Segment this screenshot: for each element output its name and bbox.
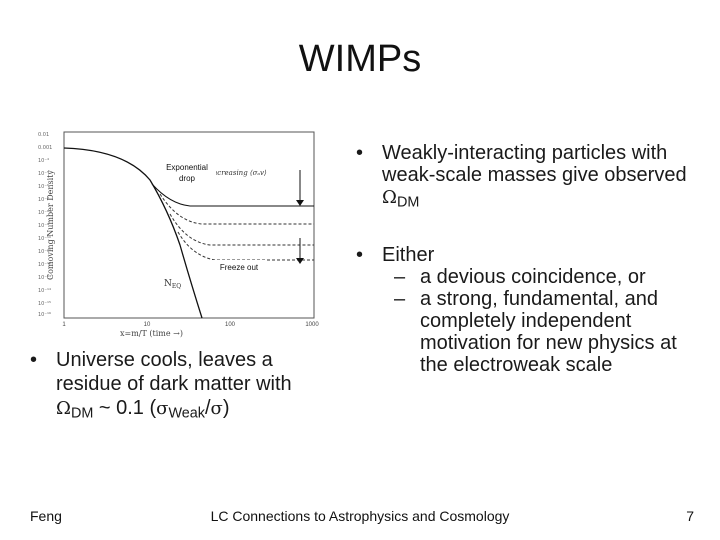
footer-author: Feng (30, 508, 62, 524)
exp-drop-label-1: Exponential (166, 163, 208, 172)
svg-text:10⁻⁸: 10⁻⁸ (38, 210, 49, 216)
exp-drop-bg (158, 160, 216, 186)
bullet-text: Weakly-interacting particles with weak-s… (382, 142, 706, 214)
right-bullets: • Weakly-interacting particles with weak… (356, 142, 706, 376)
x-tick-100: 100 (225, 322, 236, 328)
equilibrium-curve (63, 147, 203, 319)
svg-text:10⁻⁵: 10⁻⁵ (38, 171, 49, 177)
dm-subscript: DM (70, 405, 94, 422)
svg-text:10⁻⁶: 10⁻⁶ (38, 184, 49, 190)
x-tick-1000: 1000 (305, 322, 319, 328)
svg-text:10⁻¹⁰: 10⁻¹⁰ (38, 236, 51, 242)
svg-text:10⁻¹³: 10⁻¹³ (38, 275, 51, 281)
left-bullet: • Universe cools, leaves a residue of da… (30, 348, 330, 426)
svg-text:10⁻⁴: 10⁻⁴ (38, 158, 49, 164)
sub-bullet-text: a strong, fundamental, and completely in… (420, 287, 677, 376)
sub-bullet-text: a devious coincidence, or (420, 265, 646, 288)
plot-frame (63, 131, 315, 319)
omega-symbol: Ω (382, 187, 397, 208)
sub-bullet-coincidence: – a devious coincidence, or (394, 266, 706, 288)
freeze-out-curve-4 (177, 231, 314, 261)
dm-subscript: DM (396, 194, 420, 211)
freeze-out-curve-3 (169, 213, 314, 246)
svg-text:10⁻⁹: 10⁻⁹ (38, 223, 49, 229)
freeze-out-figure: 0.01 0.001 10⁻⁴ 10⁻⁵ 10⁻⁶ 10⁻⁷ 10⁻⁸ 10⁻⁹ 10⁻¹⁰… (30, 120, 330, 342)
freeze-out-arrowhead (296, 258, 304, 264)
sub-bullet-dash: – (394, 287, 406, 310)
bullet-dot: • (30, 349, 38, 371)
sigma-symbol: σ (210, 398, 223, 419)
y-axis-label: Comoving Number Density (46, 170, 55, 280)
slide-title: WIMPs (298, 38, 422, 80)
svg-text:10⁻¹¹: 10⁻¹¹ (38, 249, 51, 255)
freeze-out-label: Freeze out (220, 263, 259, 272)
bullet-text-main: Universe cools, leaves a residue of dark… (56, 349, 292, 395)
svg-text:10⁻¹⁴: 10⁻¹⁴ (38, 288, 51, 294)
freeze-out-curve-1 (151, 183, 314, 207)
increasing-label: Increasing ⟨σₐv⟩ (209, 169, 267, 177)
svg-text:0.01: 0.01 (38, 132, 49, 138)
svg-text:10⁻¹⁵: 10⁻¹⁵ (38, 301, 51, 307)
bullet-weakly-interacting: • Weakly-interacting particles with weak… (356, 142, 706, 214)
n-eq-label: NEQ (164, 279, 181, 290)
freeze-out-bg (212, 260, 266, 274)
bullet-dot: • (356, 142, 364, 164)
bullet-dot: • (356, 243, 364, 266)
sub-bullet-motivation: – a strong, fundamental, and completely … (394, 288, 706, 376)
sub-bullet-dash: – (394, 265, 406, 288)
svg-text:10⁻⁷: 10⁻⁷ (38, 197, 49, 203)
exp-drop-label-2: drop (179, 174, 196, 183)
slash-text: / (204, 397, 211, 419)
footer-page-number: 7 (686, 508, 694, 524)
y-tick-labels: 0.01 0.001 10⁻⁴ 10⁻⁵ 10⁻⁶ 10⁻⁷ 10⁻⁸ 10⁻⁹ 10⁻¹⁰… (38, 132, 52, 318)
sigma-symbol: σ (156, 398, 169, 419)
bullet-either: • Either (356, 244, 706, 266)
bullet-either-text: Either (382, 243, 435, 266)
freeze-out-plot: 0.01 0.001 10⁻⁴ 10⁻⁵ 10⁻⁶ 10⁻⁷ 10⁻⁸ 10⁻⁹ 10⁻¹⁰… (38, 131, 319, 338)
bullet-universe-cools: • Universe cools, leaves a residue of da… (30, 348, 330, 426)
bullet-text: Universe cools, leaves a residue of dark… (56, 348, 330, 426)
bullet-text-main: Weakly-interacting particles with weak-s… (382, 142, 687, 186)
increasing-arrowhead (296, 200, 304, 206)
x-axis-label: x=m/T (time →) (120, 329, 183, 338)
weak-subscript: Weak (168, 405, 205, 422)
svg-text:0.001: 0.001 (38, 145, 52, 151)
svg-text:10⁻¹⁶: 10⁻¹⁶ (38, 312, 51, 318)
close-paren: ) (222, 397, 230, 419)
svg-text:10⁻¹²: 10⁻¹² (38, 262, 51, 268)
x-tick-10: 10 (144, 322, 151, 328)
footer-title: LC Connections to Astrophysics and Cosmo… (210, 508, 510, 524)
x-tick-1: 1 (62, 322, 66, 328)
approx-text: ~ 0.1 ( (93, 397, 157, 419)
freeze-out-curve-2 (159, 193, 314, 225)
omega-symbol: Ω (56, 398, 71, 419)
